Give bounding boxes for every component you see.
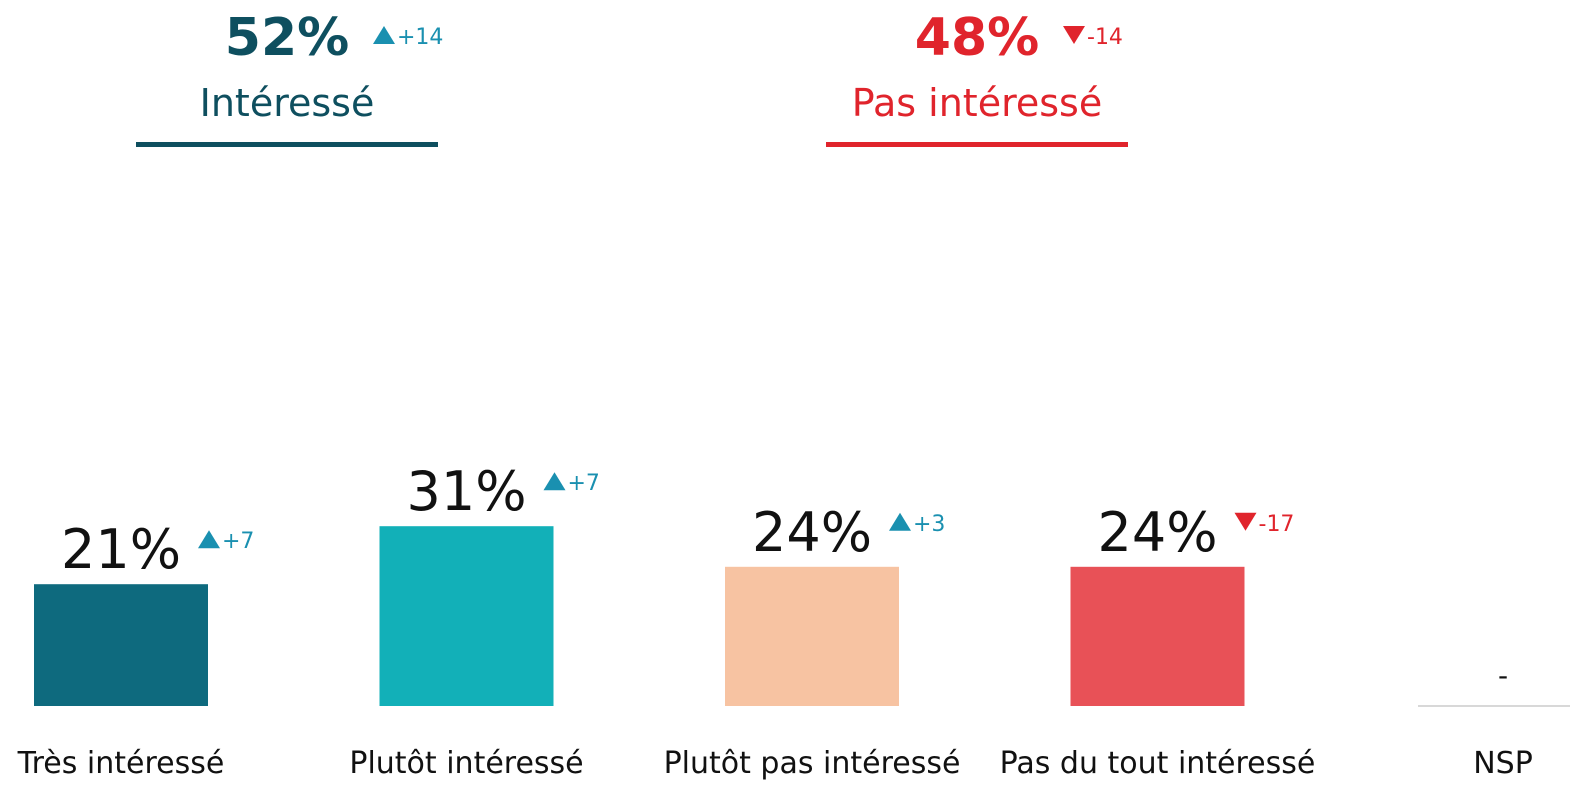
change-label: -17 — [1259, 512, 1295, 537]
change-label: +7 — [222, 529, 254, 554]
value-label: 31% — [406, 460, 526, 523]
up-arrow — [543, 472, 566, 491]
change-label: +7 — [568, 471, 600, 496]
bar — [725, 566, 899, 706]
x-tick-label: Plutôt pas intéressé — [664, 746, 961, 781]
change-label: +3 — [913, 512, 945, 537]
up-arrow — [198, 530, 220, 549]
value-label: - — [1498, 659, 1508, 692]
summary-label: Intéressé — [200, 81, 375, 125]
summary-value: 52% — [225, 8, 349, 68]
x-tick-label: Pas du tout intéressé — [1000, 746, 1316, 781]
down-arrow — [1234, 512, 1257, 531]
summary-underline — [136, 142, 438, 147]
summary-underline — [826, 142, 1128, 147]
bar — [1070, 566, 1245, 706]
summary-label: Pas intéressé — [852, 81, 1102, 125]
value-label: 24% — [752, 501, 872, 564]
value-label: 21% — [61, 518, 181, 581]
down-arrow — [1063, 26, 1085, 44]
summary-value: 48% — [915, 8, 1039, 68]
summary-change: -14 — [1087, 25, 1123, 50]
bar — [379, 526, 554, 706]
up-arrow — [889, 512, 911, 531]
x-tick-label: NSP — [1473, 746, 1533, 781]
up-arrow — [373, 26, 395, 44]
value-label: 24% — [1097, 501, 1217, 564]
summary-change: +14 — [397, 25, 443, 50]
x-tick-label: Très intéressé — [17, 746, 225, 781]
x-tick-label: Plutôt intéressé — [349, 746, 583, 781]
bar — [34, 584, 208, 706]
